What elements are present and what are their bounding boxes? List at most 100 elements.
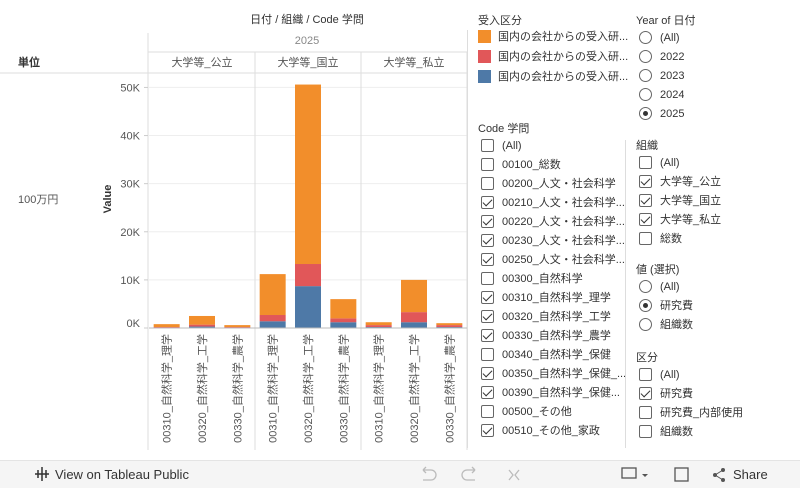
filter-item[interactable]: 00500_その他 (481, 404, 572, 420)
view-link[interactable]: View on Tableau Public (55, 467, 189, 482)
filter-label: 大学等_私立 (660, 214, 721, 226)
filter-label: 00330_自然科学_農学 (502, 330, 611, 342)
checkbox[interactable] (481, 329, 494, 342)
bar-segment (366, 325, 392, 327)
filter-label: 組織数 (660, 426, 693, 438)
filter-label: 2023 (660, 70, 684, 82)
filter-item[interactable]: 00350_自然科学_保健_... (481, 366, 626, 382)
checkbox[interactable] (639, 232, 652, 245)
filter-item[interactable]: 研究費 (639, 298, 693, 314)
chart: 日付 / 組織 / Code 学問 2025 単位 100万円 Value 0K… (0, 0, 470, 458)
checkbox[interactable] (481, 253, 494, 266)
filter-item[interactable]: 2023 (639, 68, 684, 84)
filter-item[interactable]: 組織数 (639, 424, 693, 440)
checkbox[interactable] (481, 405, 494, 418)
radio-button[interactable] (639, 299, 652, 312)
checkbox[interactable] (481, 310, 494, 323)
bar-segment (330, 299, 356, 318)
checkbox[interactable] (639, 175, 652, 188)
checkbox[interactable] (481, 272, 494, 285)
filter-label: 研究費_内部使用 (660, 407, 743, 419)
checkbox[interactable] (481, 291, 494, 304)
filter-item[interactable]: 00310_自然科学_理学 (481, 290, 611, 306)
filter-title: 区分 (636, 349, 658, 365)
radio-button[interactable] (639, 31, 652, 44)
checkbox[interactable] (481, 196, 494, 209)
filter-item[interactable]: 00510_その他_家政 (481, 423, 600, 439)
bar-segment (295, 264, 321, 286)
checkbox[interactable] (481, 139, 494, 152)
checkbox[interactable] (481, 348, 494, 361)
checkbox[interactable] (639, 387, 652, 400)
radio-button[interactable] (639, 107, 652, 120)
filter-title: 組織 (636, 137, 658, 153)
checkbox[interactable] (481, 158, 494, 171)
share-button[interactable]: Share (733, 467, 768, 482)
side-panel: 受入区分国内の会社からの受入研...国内の会社からの受入研...国内の会社からの… (470, 0, 800, 458)
bar-segment (401, 280, 427, 312)
filter-label: 00200_人文・社会科学 (502, 178, 616, 190)
checkbox[interactable] (639, 406, 652, 419)
filter-item[interactable]: (All) (639, 155, 680, 171)
filter-item[interactable]: 00300_自然科学 (481, 271, 583, 287)
filter-label: (All) (660, 281, 680, 293)
checkbox[interactable] (639, 213, 652, 226)
y-axis-title: Value (102, 185, 114, 214)
filter-item[interactable]: 00210_人文・社会科学... (481, 195, 625, 211)
filter-item[interactable]: 研究費_内部使用 (639, 405, 743, 421)
radio-button[interactable] (639, 280, 652, 293)
filter-item[interactable]: 研究費 (639, 386, 693, 402)
filter-item[interactable]: (All) (639, 367, 680, 383)
y-tick-label: 40K (120, 131, 140, 143)
filter-label: (All) (660, 157, 680, 169)
filter-label: 2025 (660, 108, 684, 120)
legend-label: 国内の会社からの受入研... (498, 71, 628, 83)
checkbox[interactable] (639, 156, 652, 169)
filter-item[interactable]: 2025 (639, 106, 684, 122)
filter-item[interactable]: (All) (481, 138, 522, 154)
filter-label: 2024 (660, 89, 684, 101)
legend-swatch (478, 30, 491, 43)
checkbox[interactable] (481, 424, 494, 437)
filter-item[interactable]: 00230_人文・社会科学... (481, 233, 625, 249)
x-tick-label: 00320_自然科学_工学 (195, 334, 209, 443)
checkbox[interactable] (639, 194, 652, 207)
filter-title: Year of 日付 (636, 12, 696, 28)
filter-item[interactable]: (All) (639, 279, 680, 295)
radio-button[interactable] (639, 318, 652, 331)
filter-item[interactable]: 大学等_国立 (639, 193, 721, 209)
filter-item[interactable]: 00250_人文・社会科学... (481, 252, 625, 268)
filter-item[interactable]: 00200_人文・社会科学 (481, 176, 616, 192)
x-tick-label: 00330_自然科学_農学 (442, 334, 456, 443)
filter-item[interactable]: 大学等_公立 (639, 174, 721, 190)
filter-item[interactable]: 組織数 (639, 317, 693, 333)
x-tick-label: 00330_自然科学_農学 (230, 334, 244, 443)
checkbox[interactable] (481, 177, 494, 190)
checkbox[interactable] (481, 367, 494, 380)
filter-label: 00210_人文・社会科学... (502, 197, 625, 209)
filter-label: 00350_自然科学_保健_... (502, 368, 626, 380)
radio-button[interactable] (639, 50, 652, 63)
chart-title: 日付 / 組織 / Code 学問 (250, 12, 364, 26)
checkbox[interactable] (639, 425, 652, 438)
checkbox[interactable] (481, 386, 494, 399)
filter-item[interactable]: 00100_総数 (481, 157, 561, 173)
checkbox[interactable] (639, 368, 652, 381)
filter-item[interactable]: 2022 (639, 49, 684, 65)
filter-item[interactable]: (All) (639, 30, 680, 46)
filter-item[interactable]: 総数 (639, 231, 682, 247)
checkbox[interactable] (481, 234, 494, 247)
filter-label: 00390_自然科学_保健... (502, 387, 620, 399)
filter-item[interactable]: 2024 (639, 87, 684, 103)
filter-item[interactable]: 00340_自然科学_保健 (481, 347, 611, 363)
filter-item[interactable]: 00390_自然科学_保健... (481, 385, 620, 401)
legend-swatch (478, 50, 491, 63)
checkbox[interactable] (481, 215, 494, 228)
row-label: 100万円 (18, 194, 58, 206)
filter-item[interactable]: 00330_自然科学_農学 (481, 328, 611, 344)
filter-item[interactable]: 00220_人文・社会科学... (481, 214, 625, 230)
radio-button[interactable] (639, 69, 652, 82)
radio-button[interactable] (639, 88, 652, 101)
filter-item[interactable]: 00320_自然科学_工学 (481, 309, 611, 325)
filter-item[interactable]: 大学等_私立 (639, 212, 721, 228)
